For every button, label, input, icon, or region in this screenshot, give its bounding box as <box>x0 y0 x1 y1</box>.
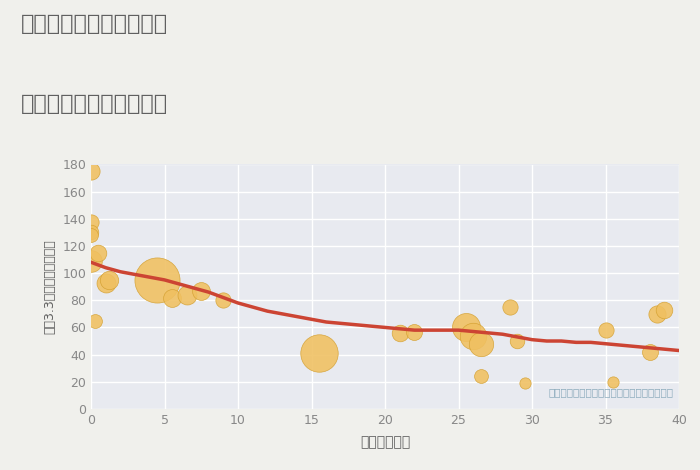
Point <box>218 297 229 304</box>
Point <box>85 228 97 236</box>
Point <box>475 340 486 347</box>
Point <box>167 294 178 301</box>
Point <box>85 218 97 225</box>
Point <box>519 379 531 387</box>
Point <box>644 348 655 356</box>
Text: 円の大きさは、取引のあった物件面積を示す: 円の大きさは、取引のあった物件面積を示す <box>548 387 673 397</box>
Point <box>475 373 486 380</box>
Point <box>195 287 207 295</box>
Y-axis label: 坪（3.3㎡）単価（万円）: 坪（3.3㎡）単価（万円） <box>43 239 57 334</box>
Text: 築年数別中古戸建て価格: 築年数別中古戸建て価格 <box>21 94 168 114</box>
Point <box>85 231 97 239</box>
Point <box>90 317 101 324</box>
Point <box>659 306 670 313</box>
Point <box>151 276 162 284</box>
Point <box>608 378 619 385</box>
Point <box>409 328 420 335</box>
Point <box>652 310 663 318</box>
Point <box>314 350 325 357</box>
X-axis label: 築年数（年）: 築年数（年） <box>360 435 410 449</box>
Point <box>504 303 515 311</box>
Point <box>394 329 405 337</box>
Point <box>100 279 111 286</box>
Point <box>103 276 114 284</box>
Point <box>461 324 472 331</box>
Text: 奈良県奈良市北京終町の: 奈良県奈良市北京終町の <box>21 14 168 34</box>
Point <box>181 291 192 298</box>
Point <box>468 332 479 339</box>
Point <box>92 249 104 257</box>
Point <box>85 167 97 175</box>
Point <box>85 257 97 265</box>
Point <box>512 337 523 345</box>
Point <box>600 326 611 334</box>
